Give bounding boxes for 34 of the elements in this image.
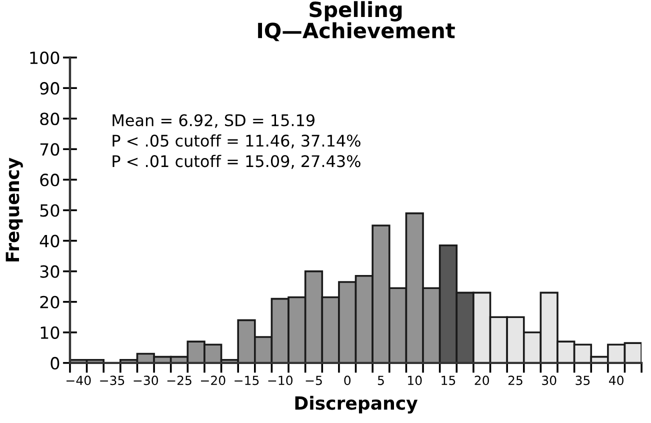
y-tick-label: 20 — [40, 296, 60, 308]
x-tick-label: 30 — [542, 376, 556, 386]
x-tick-label: −25 — [167, 376, 192, 386]
annotation: P < .05 cutoff = 11.46, 37.14% — [112, 134, 360, 148]
x-tick-label: −5 — [306, 376, 322, 386]
y-tick-label: 0 — [50, 356, 60, 370]
x-tick-label: 20 — [474, 376, 489, 386]
x-tick-label: 35 — [576, 376, 590, 386]
x-tick-label: −15 — [234, 376, 259, 386]
y-tick-label: 90 — [40, 82, 60, 95]
y-axis-title: Frequency — [6, 158, 23, 262]
y-tick-label: 10 — [40, 326, 60, 339]
y-tick-label: 50 — [40, 204, 60, 217]
chart-title: Spelling IQ—Achievement — [258, 1, 455, 42]
x-tick-label: −35 — [100, 376, 124, 386]
x-tick-label: 5 — [378, 376, 384, 386]
y-tick-label: 30 — [40, 265, 60, 278]
y-tick-label: 40 — [40, 234, 60, 248]
y-tick-label: 100 — [30, 51, 60, 64]
x-tick-label: 40 — [609, 376, 624, 386]
x-tick-label: 15 — [442, 376, 456, 386]
x-tick-label: −30 — [134, 376, 158, 386]
y-tick-label: 80 — [40, 112, 60, 126]
x-tick-label: 25 — [508, 376, 522, 386]
x-tick-label: 10 — [408, 376, 422, 386]
annotation: Mean = 6.92, SD = 15.19 — [112, 114, 314, 128]
x-tick-label: −20 — [201, 376, 226, 386]
annotation: P < .01 cutoff = 15.09, 27.43% — [112, 154, 360, 169]
y-tick-label: 60 — [40, 174, 60, 186]
x-axis-title: Discrepancy — [295, 396, 418, 414]
x-tick-label: −40 — [66, 376, 91, 386]
x-tick-label: 0 — [344, 376, 351, 386]
x-tick-label: −10 — [268, 376, 292, 386]
y-tick-label: 70 — [40, 143, 60, 156]
